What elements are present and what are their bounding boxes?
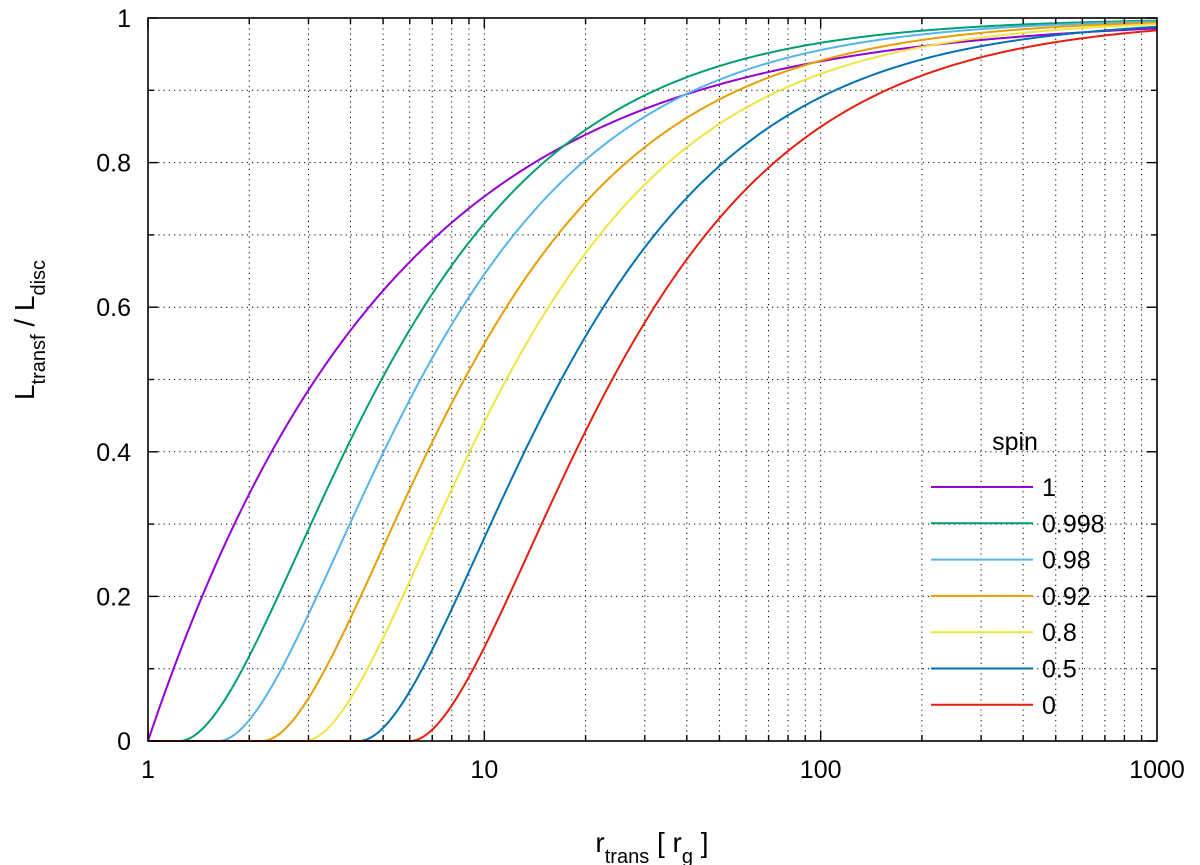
legend-label-4: 0.8 [1042, 619, 1077, 647]
x-axis-title-main: r [595, 827, 604, 858]
y-tick-label: 0 [117, 728, 131, 756]
legend-label-6: 0 [1042, 692, 1056, 720]
y-tick-label: 0.6 [96, 294, 131, 322]
x-axis-title-sub: trans [605, 846, 649, 865]
x-axis-title-end: ] [693, 827, 709, 858]
legend-label-0: 1 [1042, 474, 1056, 502]
series-line-1 [148, 19, 1158, 742]
y-axis-title-main: L [9, 384, 40, 400]
x-tick-label: 1 [141, 756, 155, 784]
x-axis-title-sub2: g [682, 846, 693, 865]
y-tick-label: 0.4 [96, 439, 131, 467]
legend-label-1: 0.998 [1042, 510, 1105, 538]
y-axis-title-sub2: disc [28, 260, 50, 296]
series-line-4 [148, 23, 1158, 742]
legend-title: spin [992, 428, 1038, 456]
x-axis-title: rtrans [ rg ] [595, 827, 708, 865]
series-line-0 [147, 27, 1158, 742]
tick-layer [147, 17, 1157, 742]
x-tick-label: 1000 [1129, 756, 1185, 784]
series-line-3 [148, 21, 1158, 742]
legend-label-3: 0.92 [1042, 583, 1091, 611]
y-tick-label: 0.8 [96, 150, 131, 178]
series-layer [147, 19, 1158, 742]
y-tick-labels: 0 0.2 0.4 0.6 0.8 1 [96, 5, 131, 756]
legend-label-5: 0.5 [1042, 656, 1077, 684]
y-axis-title: Ltransf / Ldisc [9, 260, 50, 400]
legend: spin 1 0.998 0.98 0.92 0.8 0.5 0 [931, 428, 1105, 720]
x-axis-title-mid: [ r [649, 827, 682, 858]
x-tick-labels: 1 10 100 1000 [141, 756, 1185, 784]
y-axis-title-sub: transf [28, 334, 50, 384]
y-axis-title-mid: / L [9, 296, 40, 335]
y-tick-label: 1 [117, 5, 131, 33]
series-line-2 [148, 20, 1158, 742]
legend-items: 1 0.998 0.98 0.92 0.8 0.5 0 [931, 474, 1105, 720]
y-tick-label: 0.2 [96, 583, 131, 611]
legend-label-2: 0.98 [1042, 547, 1091, 575]
x-tick-label: 100 [800, 756, 842, 784]
x-tick-label: 10 [470, 756, 498, 784]
